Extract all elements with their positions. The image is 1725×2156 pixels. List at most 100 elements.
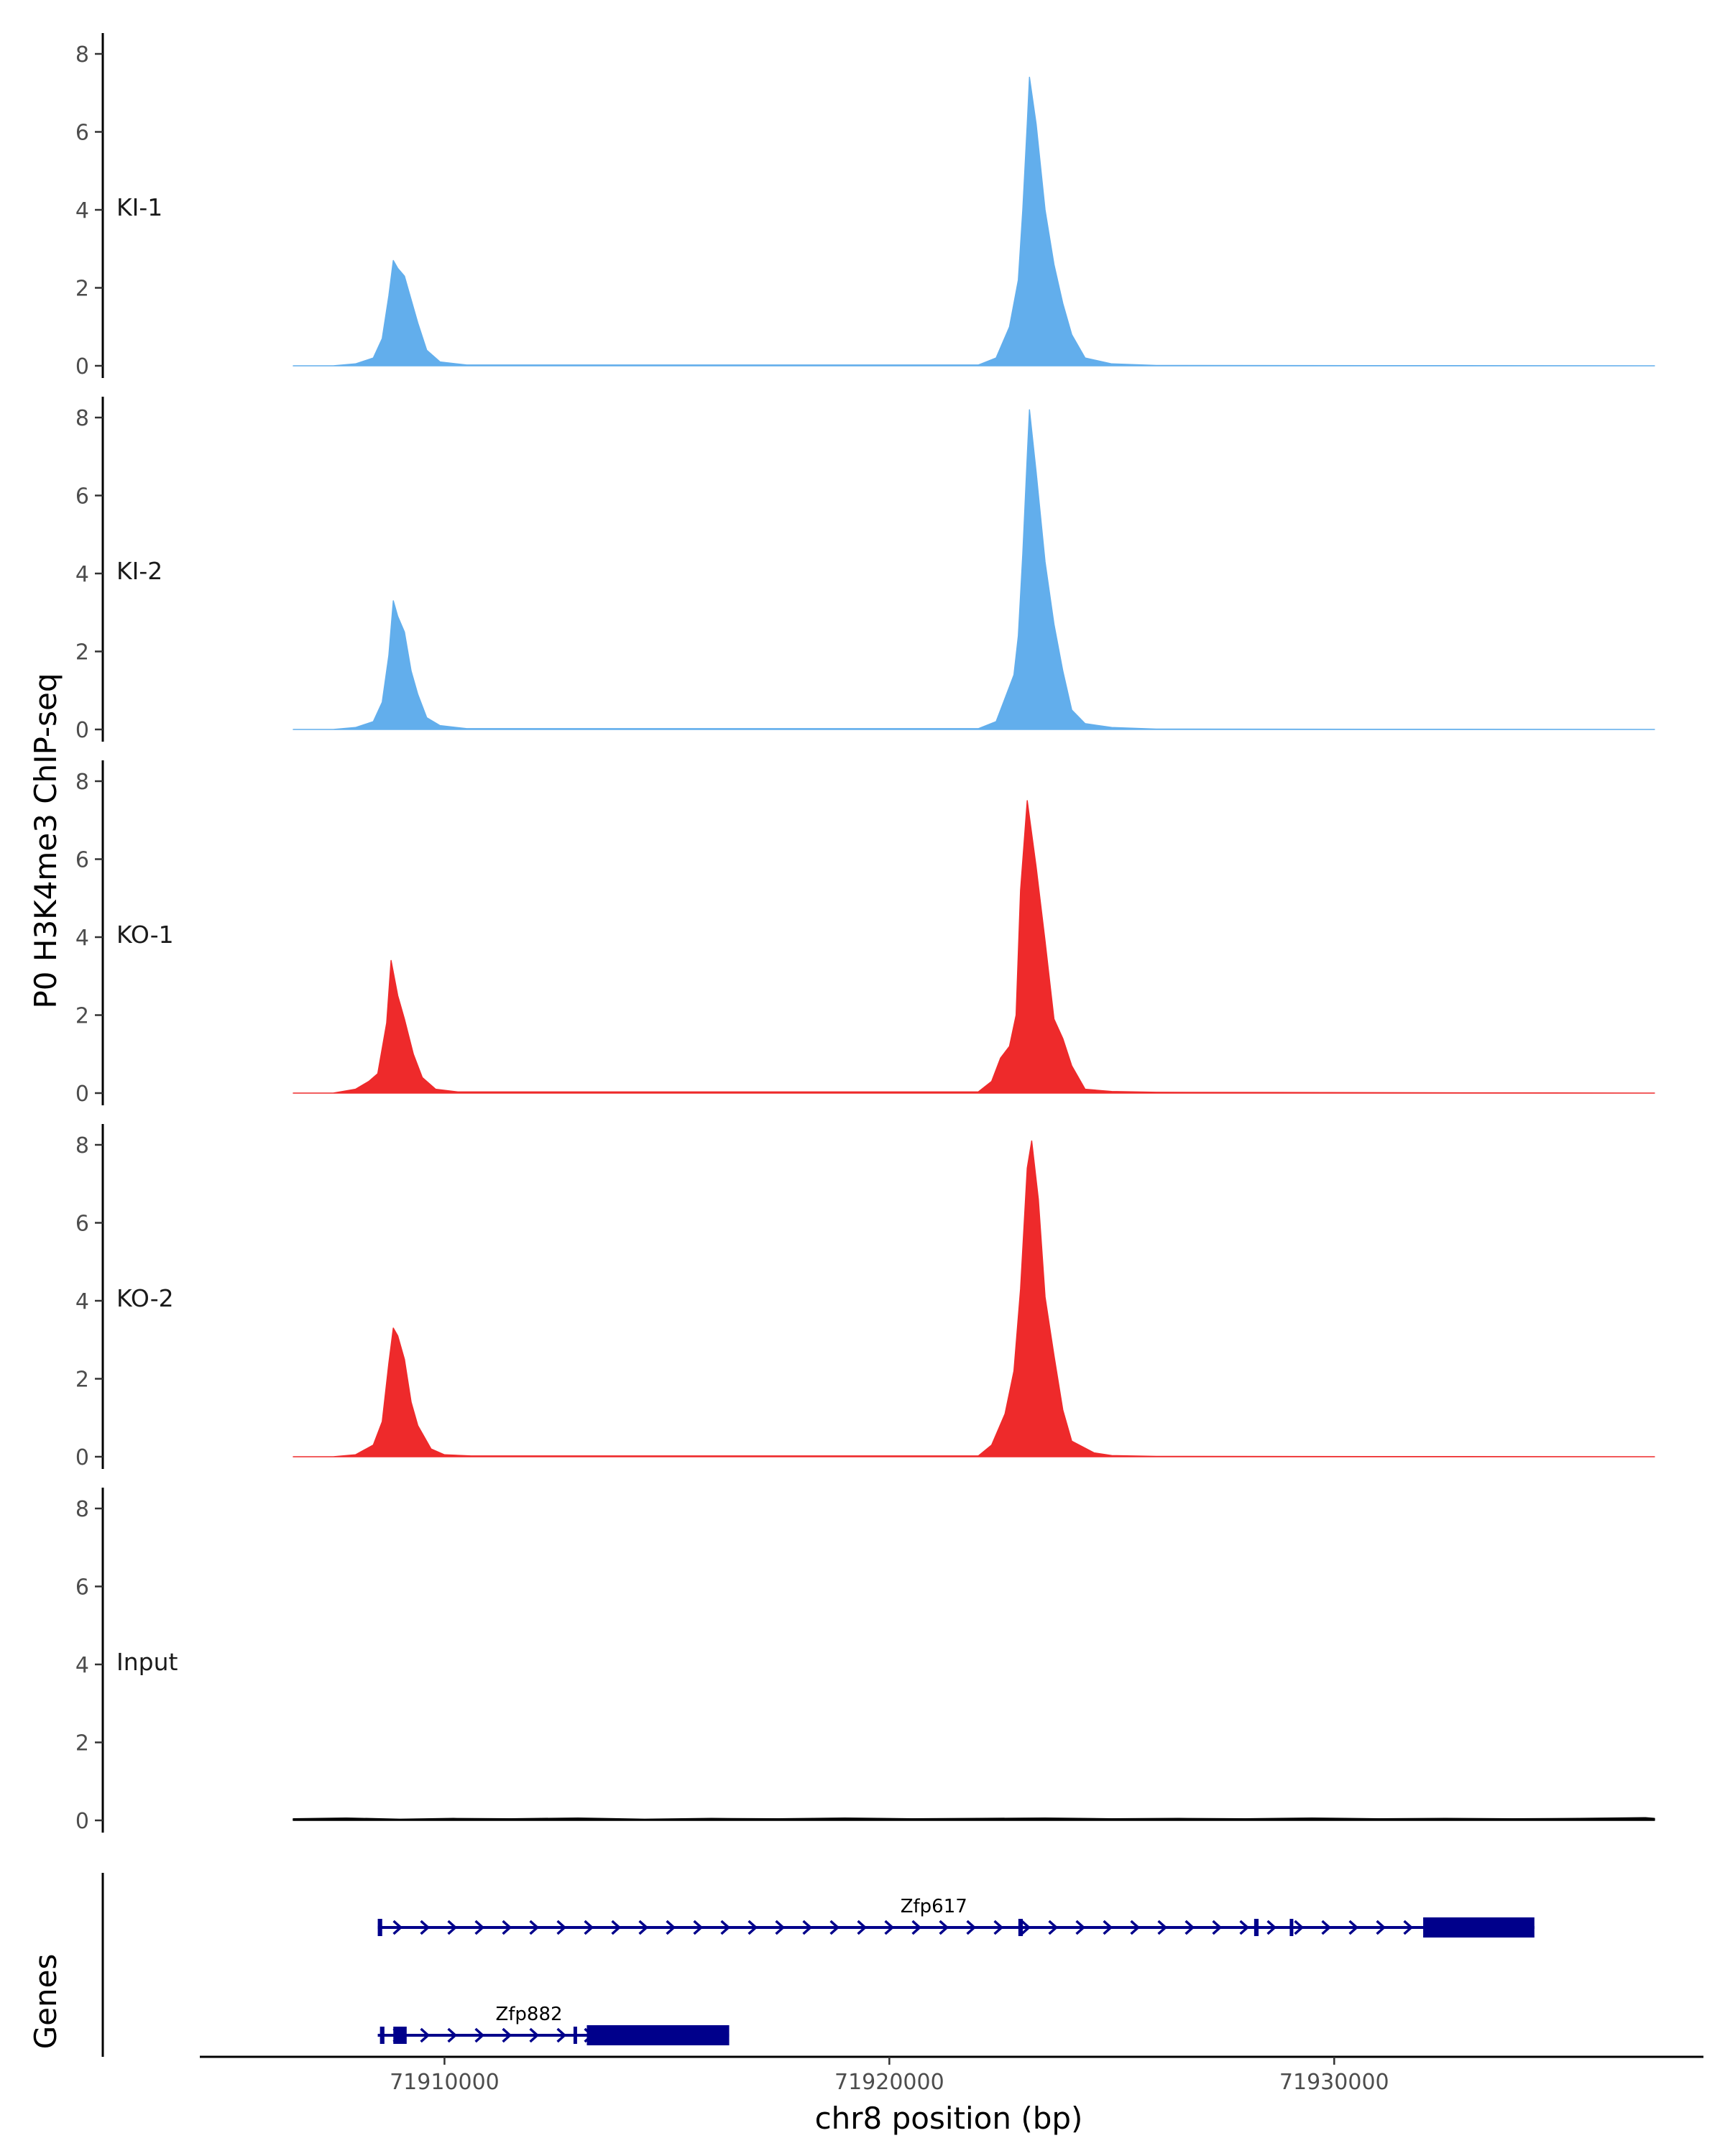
y-tick-label: 0: [75, 1809, 89, 1834]
strand-arrow: [447, 2027, 458, 2043]
gene-zfp617: Zfp617: [377, 1896, 1535, 1938]
y-tick-label: 8: [75, 770, 89, 795]
strand-arrow: [1239, 1920, 1250, 1935]
y-tick-label: 8: [75, 1497, 89, 1522]
track-label: KI-1: [116, 193, 162, 221]
y-tick-label: 2: [75, 640, 89, 665]
y-tick-label: 2: [75, 1368, 89, 1393]
strand-arrow: [1048, 1920, 1059, 1935]
strand-arrow: [1403, 1920, 1414, 1935]
strand-arrow: [1103, 1920, 1113, 1935]
strand-arrow: [748, 1920, 758, 1935]
strand-arrow: [1212, 1920, 1223, 1935]
strand-arrow: [802, 1920, 813, 1935]
track-ki-2: 0 2 4 6 8 KI-2: [75, 397, 1655, 743]
gene-exon: [586, 2025, 730, 2045]
y-tick-label: 4: [75, 1289, 89, 1314]
gene-exon: [1423, 1917, 1535, 1938]
track-input: 0 2 4 6 8 Input: [75, 1488, 1655, 1834]
gene-exon: [1018, 1919, 1024, 1936]
strand-arrow: [474, 2027, 485, 2043]
signal-area: [293, 409, 1655, 730]
y-tick-label: 6: [75, 484, 89, 510]
gene-label: Zfp882: [495, 2004, 562, 2025]
y-tick-label: 2: [75, 1004, 89, 1029]
strand-arrow: [693, 1920, 704, 1935]
strand-arrow: [993, 1920, 1004, 1935]
strand-arrow: [1157, 1920, 1168, 1935]
signal-area: [293, 1817, 1655, 1821]
track-ko-1: 0 2 4 6 8 KO-1: [75, 760, 1655, 1107]
strand-arrow: [611, 1920, 622, 1935]
y-tick-label: 0: [75, 1445, 89, 1470]
strand-arrow: [1266, 1920, 1277, 1935]
strand-arrow: [502, 2027, 512, 2043]
x-tick-label: 71930000: [1279, 2070, 1389, 2095]
gene-exon: [380, 2027, 385, 2044]
strand-arrow: [939, 1920, 949, 1935]
strand-arrow: [556, 2027, 567, 2043]
strand-arrow: [775, 1920, 786, 1935]
strand-arrow: [1021, 1920, 1031, 1935]
signal-area: [293, 800, 1655, 1094]
genes-axis-title: Genes: [28, 1954, 63, 2050]
y-tick-label: 6: [75, 121, 89, 146]
strand-arrow: [1294, 1920, 1305, 1935]
strand-arrow: [638, 1920, 649, 1935]
gene-exon: [393, 2027, 407, 2044]
gene-label: Zfp617: [901, 1896, 967, 1917]
strand-arrow: [1376, 1920, 1386, 1935]
y-tick-label: 0: [75, 718, 89, 743]
y-tick-label: 0: [75, 354, 89, 379]
gene-exon: [377, 1919, 382, 1936]
signal-area: [293, 76, 1655, 367]
y-tick-label: 8: [75, 1133, 89, 1158]
strand-arrow: [966, 1920, 977, 1935]
y-tick-label: 4: [75, 198, 89, 224]
y-tick-label: 8: [75, 406, 89, 431]
y-tick-label: 4: [75, 926, 89, 951]
y-tick-label: 4: [75, 562, 89, 587]
gene-exon: [1254, 1919, 1259, 1936]
strand-arrow: [911, 1920, 922, 1935]
strand-arrow: [1321, 1920, 1332, 1935]
x-tick-label: 71920000: [834, 2070, 944, 2095]
track-ki-1: 0 2 4 6 8 KI-1: [75, 33, 1655, 379]
strand-arrow: [529, 1920, 540, 1935]
strand-arrow: [829, 1920, 840, 1935]
strand-arrow: [502, 1920, 512, 1935]
strand-arrow: [556, 1920, 567, 1935]
y-tick-label: 6: [75, 1575, 89, 1600]
strand-arrow: [857, 1920, 868, 1935]
y-tick-label: 4: [75, 1653, 89, 1678]
track-label: Input: [116, 1648, 178, 1676]
strand-arrow: [447, 1920, 458, 1935]
y-tick-label: 8: [75, 42, 89, 68]
strand-arrow: [529, 2027, 540, 2043]
strand-arrow: [1348, 1920, 1359, 1935]
strand-arrow: [720, 1920, 731, 1935]
strand-arrow: [1130, 1920, 1141, 1935]
track-ko-2: 0 2 4 6 8 KO-2: [75, 1124, 1655, 1470]
strand-arrow: [884, 1920, 895, 1935]
strand-arrow: [474, 1920, 485, 1935]
genes-track: Zfp617 Zfp882: [101, 1873, 1535, 2057]
signal-area: [293, 1140, 1655, 1457]
signal-tracks: 0 2 4 6 8 KI-1 0 2 4 6 8 KI-2 0 2 4 6 8 KO-1 0 2 4 6 8 KO-2 0 2 4 6…: [75, 33, 1655, 1834]
y-tick-label: 6: [75, 848, 89, 873]
gene-zfp882: Zfp882: [377, 2004, 730, 2045]
gene-exon: [1289, 1919, 1294, 1936]
y-tick-label: 6: [75, 1212, 89, 1237]
strand-arrow: [392, 1920, 403, 1935]
strand-arrow: [666, 1920, 676, 1935]
strand-arrow: [420, 1920, 431, 1935]
y-tick-label: 2: [75, 277, 89, 302]
track-label: KI-2: [116, 557, 162, 585]
strand-arrow: [1075, 1920, 1086, 1935]
x-axis: 71910000 71920000 71930000: [200, 2055, 1703, 2095]
x-tick-label: 71910000: [390, 2070, 500, 2095]
track-label: KO-1: [116, 921, 174, 949]
gene-exon: [573, 2027, 577, 2044]
y-axis-title: P0 H3K4me3 ChIP-seq: [28, 673, 63, 1008]
